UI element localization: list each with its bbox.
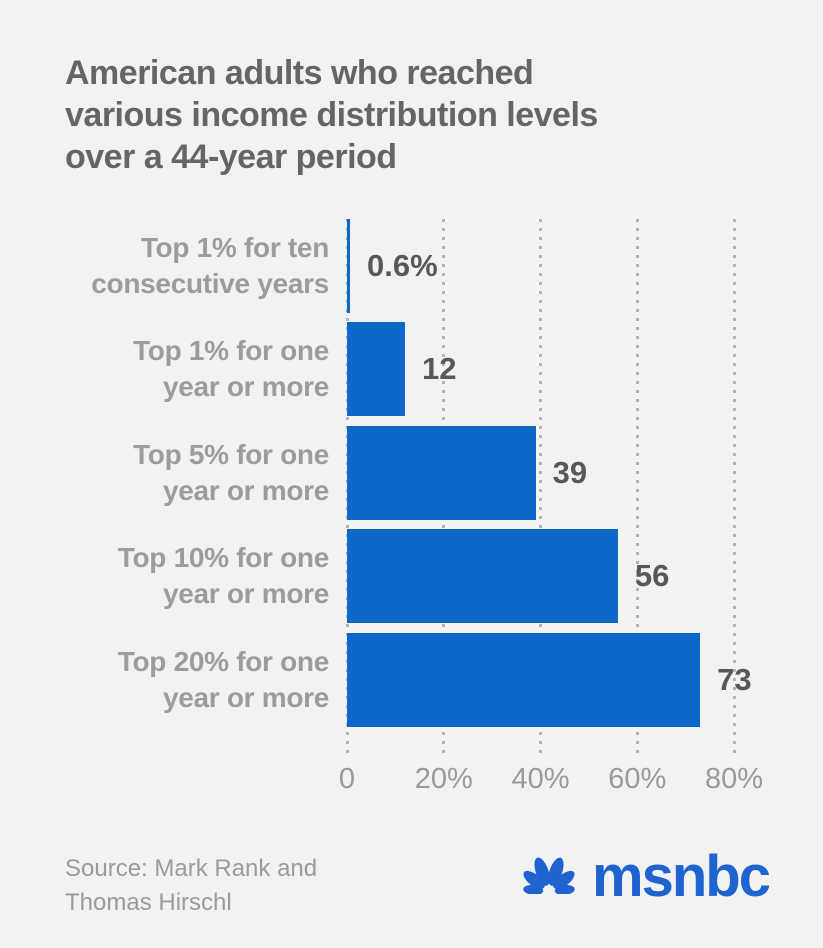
x-tick-label: 0 xyxy=(338,763,356,795)
msnbc-logo: msnbc xyxy=(520,844,771,909)
gridline xyxy=(539,219,542,757)
bar-row: Top 20% for one year or more 73 xyxy=(65,633,805,727)
bar-row: Top 1% for ten consecutive years 0.6% xyxy=(65,219,805,313)
category-label: Top 20% for one year or more xyxy=(117,646,330,713)
x-tick-label: 80% xyxy=(704,763,764,795)
msnbc-wordmark: msnbc xyxy=(592,844,771,909)
bar-row: Top 5% for one year or more 39 xyxy=(65,426,805,520)
category-label: Top 10% for one year or more xyxy=(117,542,330,609)
value-label: 56 xyxy=(634,558,670,593)
x-tick-label: 40% xyxy=(511,763,570,795)
value-label: 12 xyxy=(422,351,457,386)
category-label: Top 1% for one year or more xyxy=(133,335,329,402)
chart-title: American adults who reached various inco… xyxy=(65,54,598,176)
bar xyxy=(347,219,350,313)
bar xyxy=(347,426,536,520)
x-tick-label: 60% xyxy=(608,763,667,795)
bar xyxy=(347,529,618,623)
x-tick-label: 20% xyxy=(414,763,473,795)
bar xyxy=(347,633,701,727)
category-label: Top 1% for ten consecutive years xyxy=(91,232,329,299)
source-credit: Source: Mark Rank and Thomas Hirschl xyxy=(65,855,318,916)
category-label: Top 5% for one year or more xyxy=(133,439,329,506)
bar xyxy=(347,322,406,416)
value-label: 39 xyxy=(552,455,588,490)
bar-row: Top 1% for one year or more 12 xyxy=(65,322,805,416)
peacock-icon xyxy=(523,857,575,894)
value-label: 73 xyxy=(717,662,752,697)
gridline xyxy=(732,219,736,757)
value-label: 0.6% xyxy=(367,248,438,283)
gridline xyxy=(635,219,639,757)
bar-row: Top 10% for one year or more 56 xyxy=(65,529,805,623)
bar-rows: Top 1% for ten consecutive years 0.6% Top … xyxy=(65,219,805,759)
